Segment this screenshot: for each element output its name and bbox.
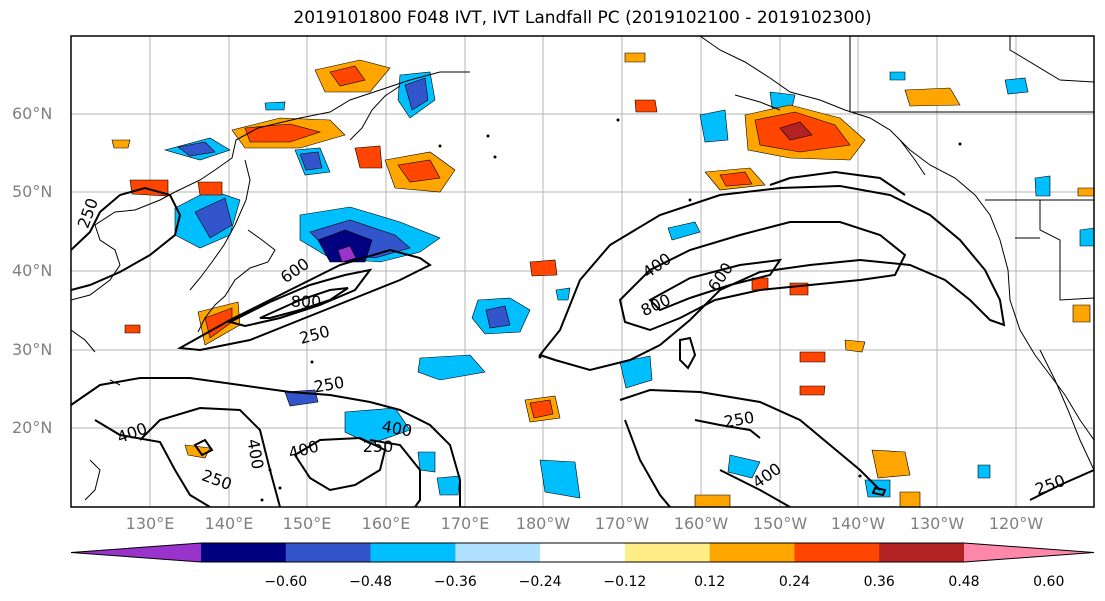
lon-label: 160°W xyxy=(673,514,729,533)
colorbar-tick-label: −0.60 xyxy=(264,574,308,590)
colorbar-segment xyxy=(370,543,456,562)
lat-label: 60°N xyxy=(12,104,53,123)
lon-label: 140°W xyxy=(830,514,886,533)
colorbar-extend-low xyxy=(71,543,201,562)
colorbar-tick-label: −0.12 xyxy=(603,574,647,590)
lon-label: 170°W xyxy=(594,514,650,533)
colorbar-segment xyxy=(201,543,287,562)
pc-fill-patches xyxy=(111,52,1094,507)
colorbar-tick-label: 0.24 xyxy=(778,574,811,590)
colorbar-segment xyxy=(879,543,965,562)
lon-label: 180°W xyxy=(515,514,571,533)
political-borders xyxy=(849,36,1094,301)
lon-label: 120°W xyxy=(988,514,1044,533)
lon-label: 130°W xyxy=(909,514,965,533)
contour-label: 250 xyxy=(363,437,394,456)
colorbar-tick-label: −0.24 xyxy=(518,574,562,590)
colorbar-tick-label: 0.60 xyxy=(1033,574,1065,590)
colorbar-tick-label: 0.36 xyxy=(863,574,895,590)
colorbar xyxy=(70,542,1095,563)
contour-label: 800 xyxy=(291,292,322,311)
lon-label: 150°W xyxy=(752,514,808,533)
lat-label: 20°N xyxy=(12,418,53,437)
lon-label: 160°E xyxy=(361,514,411,533)
colorbar-segment xyxy=(709,543,795,562)
lon-label: 170°E xyxy=(440,514,490,533)
colorbar-tick-label: −0.36 xyxy=(433,574,477,590)
colorbar-segment xyxy=(624,543,711,562)
colorbar-extend-high xyxy=(964,543,1094,562)
lon-label: 130°E xyxy=(125,514,175,533)
colorbar-tick-label: 0.12 xyxy=(694,574,726,590)
colorbar-tick-label: 0.48 xyxy=(948,574,980,590)
lon-label: 150°E xyxy=(282,514,332,533)
map-title: 2019101800 F048 IVT, IVT Landfall PC (20… xyxy=(293,8,872,28)
contour-label-group: 250 600 800 250 400 800 600 250 400 400 … xyxy=(74,196,1068,499)
colorbar-segment xyxy=(285,543,372,562)
lat-label: 30°N xyxy=(12,340,53,359)
colorbar-segment xyxy=(794,543,880,562)
colorbar-tick-label: −0.48 xyxy=(349,574,392,590)
ivt-contours xyxy=(71,170,1094,507)
lon-label: 140°E xyxy=(204,514,254,533)
lat-label: 40°N xyxy=(12,261,53,280)
colorbar-segment xyxy=(455,543,541,562)
lat-label: 50°N xyxy=(12,182,53,201)
colorbar-segment xyxy=(540,543,626,562)
map-frame xyxy=(70,35,1095,508)
colorbar-outline xyxy=(70,542,1095,563)
